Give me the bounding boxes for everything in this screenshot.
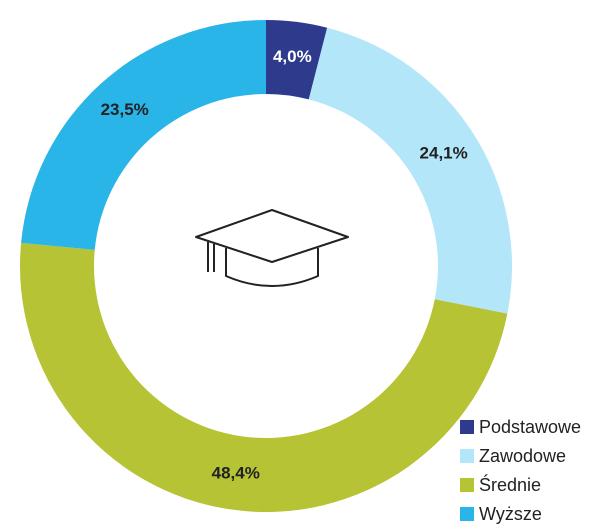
- donut-segment: [266, 20, 328, 100]
- legend-label: Średnie: [479, 474, 541, 495]
- legend-swatch: [460, 478, 474, 492]
- legend-label: Podstawowe: [479, 417, 581, 437]
- data-label: 23,5%: [101, 100, 149, 119]
- data-label: 24,1%: [420, 144, 468, 163]
- data-label: 48,4%: [212, 463, 260, 482]
- graduation-cap-icon: [195, 209, 349, 287]
- legend-label: Wyższe: [479, 504, 542, 524]
- legend-swatch: [460, 449, 474, 463]
- legend-swatch: [460, 507, 474, 521]
- legend-label: Zawodowe: [479, 446, 566, 466]
- donut-segment: [21, 20, 267, 250]
- data-label: 4,0%: [273, 47, 312, 66]
- donut-segment: [308, 27, 513, 314]
- legend-swatch: [460, 420, 474, 434]
- donut-segment: [20, 242, 508, 512]
